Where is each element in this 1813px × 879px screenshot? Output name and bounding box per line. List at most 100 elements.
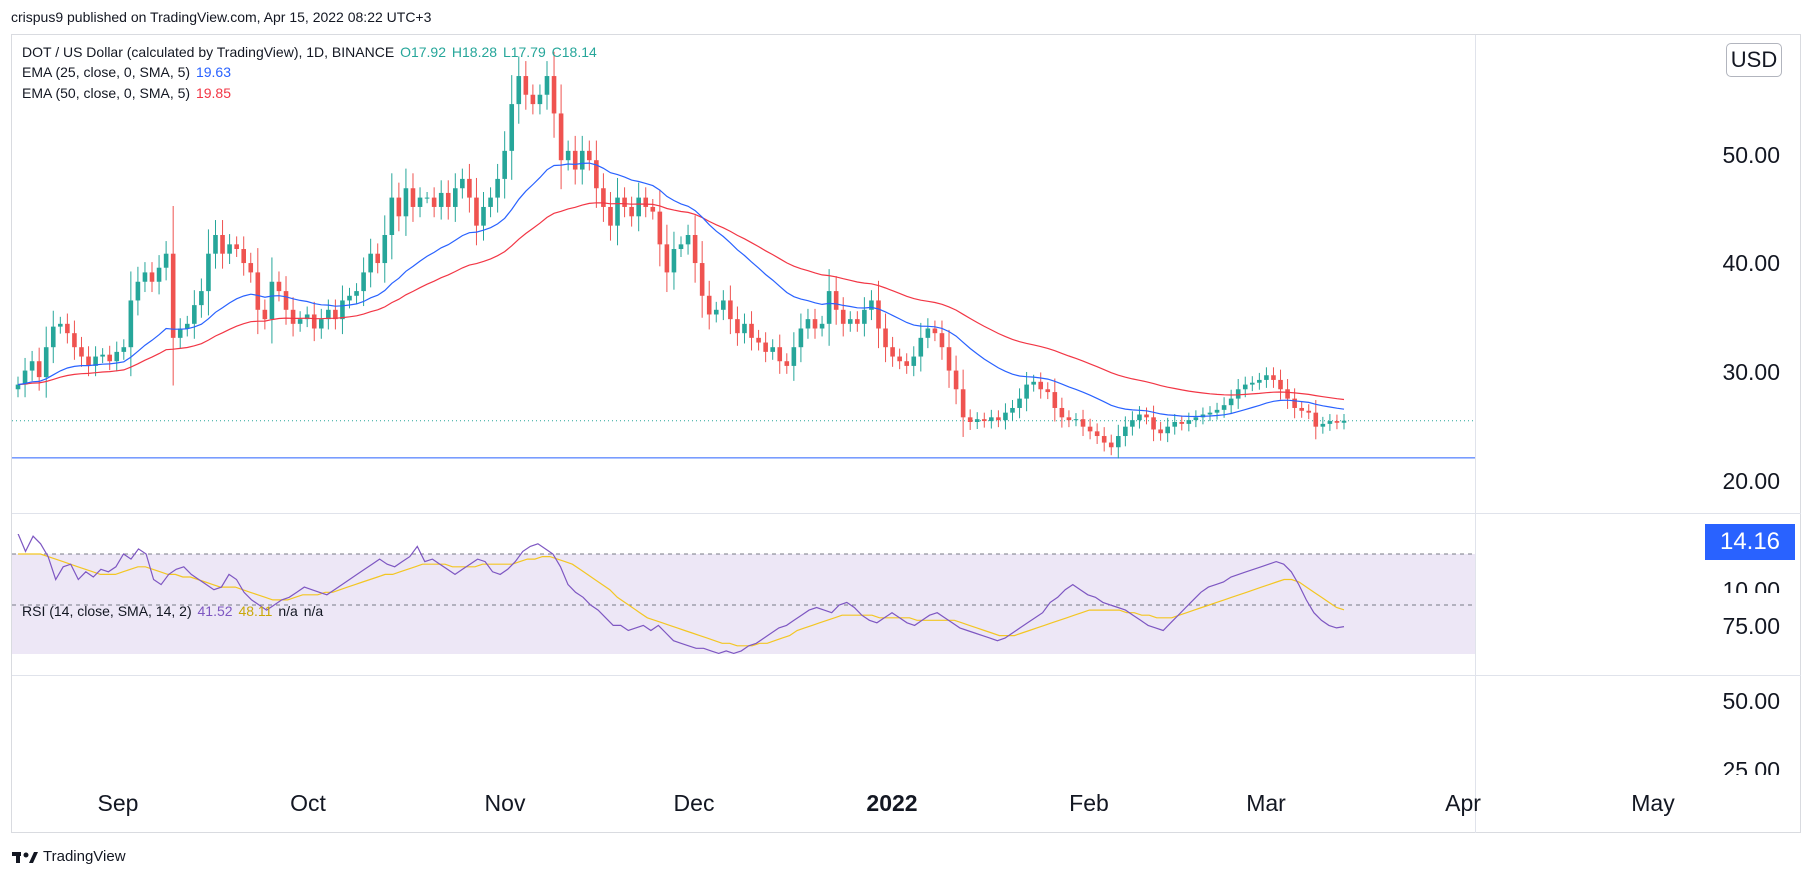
candle-body <box>749 323 754 338</box>
candle-body <box>601 188 606 207</box>
candle-body <box>967 417 973 422</box>
time-label: Sep <box>97 790 139 816</box>
candle-body <box>502 150 507 179</box>
rsi-label: RSI (14, close, SMA, 14, 2) <box>22 603 192 619</box>
candle-body <box>530 94 536 105</box>
candle-body <box>594 160 599 189</box>
candle-body <box>1285 389 1290 399</box>
candle-body <box>1017 398 1022 408</box>
candle-body <box>777 347 783 362</box>
candle-body <box>960 389 966 418</box>
candle-body <box>1031 381 1036 385</box>
ema25-legend[interactable]: EMA (25, close, 0, SMA, 5) 19.63 <box>22 64 231 80</box>
candle-body <box>220 235 225 254</box>
price-pane[interactable] <box>12 35 1475 510</box>
rsi-band <box>12 554 1475 654</box>
candle-body <box>1094 431 1100 437</box>
candle-body <box>685 235 691 245</box>
candle-body <box>643 197 649 207</box>
candle-body <box>1228 398 1234 406</box>
candle-body <box>290 309 296 324</box>
chart-frame <box>11 34 1801 833</box>
candle-body <box>135 281 141 301</box>
ema25-label: EMA (25, close, 0, SMA, 5) <box>22 64 191 80</box>
candle-body <box>121 347 127 352</box>
candle-body <box>855 319 860 324</box>
tradingview-logo-icon <box>12 851 38 863</box>
candle-body <box>819 323 825 329</box>
candle-body <box>650 206 656 212</box>
symbol-label: DOT / US Dollar (calculated by TradingVi… <box>22 44 395 60</box>
candle-body <box>678 244 684 250</box>
candle-body <box>996 417 1001 421</box>
candle-body <box>361 272 366 292</box>
candle-body <box>509 104 515 151</box>
candle-body <box>918 337 924 357</box>
candle-body <box>311 314 317 329</box>
high-value: H18.28 <box>451 44 498 60</box>
rsi-ma-value: 48.11 <box>238 603 273 619</box>
ema25-value: 19.63 <box>195 64 231 80</box>
candle-body <box>206 253 211 292</box>
candle-body <box>791 347 797 366</box>
candle-body <box>1221 405 1227 410</box>
time-label: May <box>1631 790 1675 816</box>
candle-body <box>1158 429 1163 434</box>
rsi-tick: 25.00 <box>1722 757 1780 775</box>
candle-body <box>784 361 790 366</box>
currency-badge[interactable]: USD <box>1726 43 1782 77</box>
ema50-line <box>17 202 1345 401</box>
candle-body <box>981 419 987 422</box>
candle-body <box>1214 409 1220 413</box>
time-axis-separator <box>12 675 1801 676</box>
candle-body <box>812 319 818 329</box>
candle-body <box>572 150 578 170</box>
candle-body <box>713 309 719 315</box>
candle-body <box>629 206 634 217</box>
candle-body <box>897 356 902 362</box>
candle-body <box>939 333 945 348</box>
candle-body <box>304 314 310 320</box>
candle-body <box>1172 422 1178 427</box>
tradingview-brand[interactable]: TradingView <box>12 848 126 865</box>
candle-body <box>558 113 564 161</box>
candle-body <box>452 188 458 207</box>
candle-body <box>742 323 747 334</box>
symbol-legend[interactable]: DOT / US Dollar (calculated by TradingVi… <box>22 44 597 60</box>
ema50-value: 19.85 <box>195 85 231 101</box>
candle-body <box>615 197 620 226</box>
candle-body <box>692 235 698 264</box>
candle-body <box>833 291 839 310</box>
candle-body <box>1130 420 1135 427</box>
candle-body <box>1320 423 1326 427</box>
candle-body <box>467 178 472 198</box>
candle-body <box>1059 407 1065 418</box>
candle-body <box>1264 375 1269 380</box>
candle-body <box>1207 412 1213 415</box>
candle-body <box>1193 417 1199 421</box>
candle-body <box>43 347 49 378</box>
candle-body <box>114 351 120 362</box>
candle-body <box>445 192 451 207</box>
candle-body <box>241 249 247 264</box>
candle-body <box>579 150 585 170</box>
candle-body <box>248 263 254 273</box>
candle-body <box>1087 426 1093 432</box>
pane-separator[interactable] <box>12 513 1801 514</box>
candle-body <box>862 309 867 324</box>
candle-body <box>1080 419 1086 427</box>
candle-body <box>1327 421 1333 424</box>
rsi-legend[interactable]: RSI (14, close, SMA, 14, 2) 41.52 48.11 … <box>22 603 323 619</box>
candle-body <box>1313 412 1319 427</box>
candle-body <box>1242 384 1248 390</box>
candle-body <box>622 197 627 207</box>
candle-body <box>932 328 938 334</box>
candle-body <box>537 94 543 105</box>
ema50-legend[interactable]: EMA (50, close, 0, SMA, 5) 19.85 <box>22 85 231 101</box>
candle-body <box>460 178 465 189</box>
rsi-pane[interactable] <box>12 534 1475 654</box>
candle-body <box>36 361 42 378</box>
candle-body <box>565 150 571 161</box>
candle-body <box>953 370 959 390</box>
candle-body <box>1108 442 1114 448</box>
